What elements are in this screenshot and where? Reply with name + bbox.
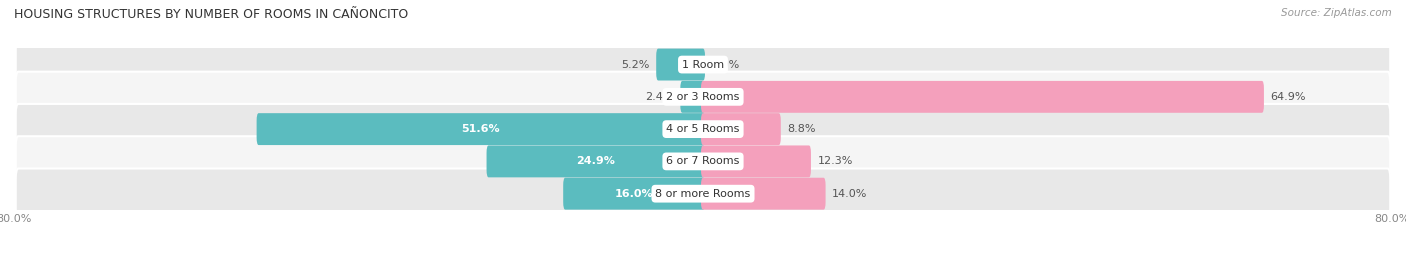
FancyBboxPatch shape <box>657 49 704 80</box>
Text: 5.2%: 5.2% <box>621 59 650 70</box>
Text: 8 or more Rooms: 8 or more Rooms <box>655 189 751 199</box>
FancyBboxPatch shape <box>15 72 1391 122</box>
Text: 64.9%: 64.9% <box>1271 92 1306 102</box>
FancyBboxPatch shape <box>702 81 1264 113</box>
Text: 12.3%: 12.3% <box>817 156 853 167</box>
FancyBboxPatch shape <box>257 113 704 145</box>
FancyBboxPatch shape <box>15 39 1391 90</box>
Text: 2 or 3 Rooms: 2 or 3 Rooms <box>666 92 740 102</box>
Text: 16.0%: 16.0% <box>614 189 654 199</box>
FancyBboxPatch shape <box>15 136 1391 187</box>
FancyBboxPatch shape <box>681 81 704 113</box>
Text: 2.4%: 2.4% <box>645 92 673 102</box>
Text: 8.8%: 8.8% <box>787 124 815 134</box>
Text: 1 Room: 1 Room <box>682 59 724 70</box>
Text: 6 or 7 Rooms: 6 or 7 Rooms <box>666 156 740 167</box>
FancyBboxPatch shape <box>564 178 704 210</box>
FancyBboxPatch shape <box>15 168 1391 219</box>
FancyBboxPatch shape <box>15 104 1391 154</box>
Text: 24.9%: 24.9% <box>576 156 616 167</box>
Text: 4 or 5 Rooms: 4 or 5 Rooms <box>666 124 740 134</box>
Text: 51.6%: 51.6% <box>461 124 501 134</box>
FancyBboxPatch shape <box>702 178 825 210</box>
FancyBboxPatch shape <box>702 146 811 177</box>
Text: 0.0%: 0.0% <box>711 59 740 70</box>
Text: 14.0%: 14.0% <box>832 189 868 199</box>
FancyBboxPatch shape <box>702 113 780 145</box>
Text: Source: ZipAtlas.com: Source: ZipAtlas.com <box>1281 8 1392 18</box>
FancyBboxPatch shape <box>486 146 704 177</box>
Text: HOUSING STRUCTURES BY NUMBER OF ROOMS IN CAÑONCITO: HOUSING STRUCTURES BY NUMBER OF ROOMS IN… <box>14 8 408 21</box>
